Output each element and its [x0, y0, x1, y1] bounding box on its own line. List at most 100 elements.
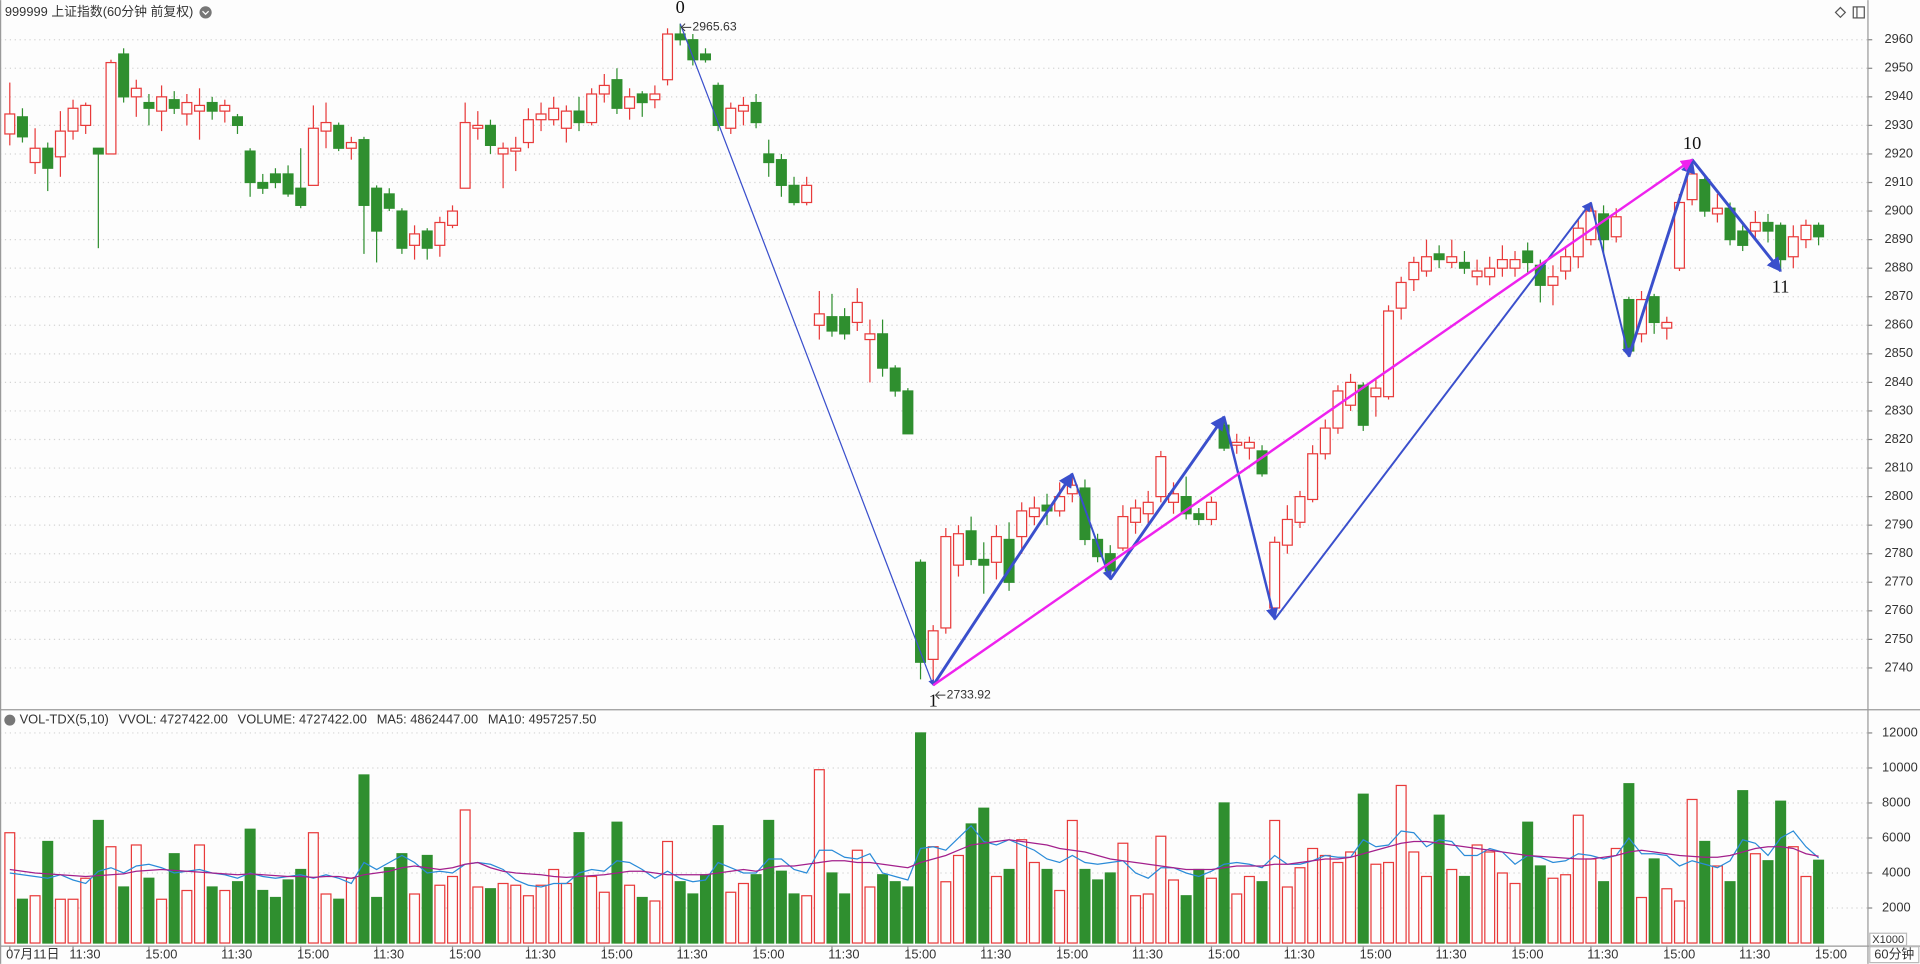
unit-box	[1869, 932, 1908, 947]
y-tick-label: 2940	[1884, 88, 1913, 103]
candle-body	[1737, 230, 1749, 246]
candle-body	[1269, 541, 1281, 609]
volume-bar	[1256, 881, 1268, 944]
volume-bar	[345, 877, 357, 944]
menu-icon[interactable]	[199, 6, 212, 19]
volume-bar	[560, 882, 572, 944]
x-tick-label: 11:30	[1739, 947, 1770, 962]
volume-bar	[990, 875, 1002, 944]
candle-body	[1357, 384, 1369, 426]
volume-bar	[257, 889, 269, 944]
y-tick-label: 6000	[1882, 829, 1911, 844]
wave-label: 10	[1683, 133, 1701, 153]
candle-body	[1243, 441, 1255, 449]
candle-body	[1496, 258, 1508, 269]
volume-bar	[1079, 868, 1091, 944]
volume-bar	[1066, 819, 1078, 944]
x-tick-label: 15:00	[1360, 947, 1392, 962]
volume-bar	[1433, 814, 1445, 944]
candle-body	[1484, 267, 1496, 278]
volume-bar	[358, 774, 370, 944]
candle-body	[446, 210, 459, 226]
x-tick-label: 11:30	[221, 947, 252, 962]
x-tick-label: 15:00	[1511, 947, 1543, 962]
candle-body	[1054, 495, 1066, 512]
x-tick-label: 15:00	[145, 947, 177, 962]
candle-body	[257, 181, 269, 189]
candle-body	[130, 87, 142, 98]
volume-bar	[4, 832, 16, 944]
ma-line	[9, 839, 1819, 879]
diamond-icon[interactable]	[1834, 6, 1847, 19]
candle-body	[1560, 256, 1572, 272]
volume-bar	[1294, 867, 1306, 944]
volume-bar	[699, 874, 712, 944]
candle-body	[687, 39, 699, 61]
volume-bar	[1193, 868, 1205, 944]
volume-bar	[548, 868, 560, 944]
y-tick-label: 2820	[1884, 431, 1913, 446]
window-icon[interactable]	[1852, 6, 1865, 19]
candle-body	[978, 558, 990, 566]
volume-bar	[1585, 858, 1597, 944]
y-tick-label: 2750	[1884, 631, 1913, 646]
candle-body	[1205, 501, 1217, 521]
candle-body	[29, 147, 41, 164]
x-tick-label: 15:00	[1815, 947, 1847, 962]
candle-body	[952, 533, 964, 566]
volume-bar	[206, 886, 218, 944]
legend-entry: MA10: 4957257.50	[488, 712, 597, 727]
candle-body	[472, 124, 484, 129]
candle-body	[801, 184, 813, 204]
volume-bar	[952, 854, 964, 944]
volume-bar	[459, 809, 471, 944]
candle-body	[1307, 453, 1319, 501]
volume-bar	[1269, 819, 1281, 944]
candle-body	[990, 535, 1002, 563]
y-tick-label: 2960	[1884, 31, 1913, 46]
indicator-icon[interactable]	[4, 714, 16, 726]
volume-bar	[295, 868, 307, 944]
candle-body	[712, 84, 724, 127]
candle-body	[573, 110, 585, 124]
candle-body	[421, 230, 433, 249]
volume-bar	[889, 881, 901, 944]
volume-bar	[16, 898, 28, 944]
candle-body	[522, 119, 534, 144]
y-tick-label: 2000	[1882, 899, 1911, 914]
candle-body	[611, 79, 623, 109]
volume-bar	[1357, 793, 1369, 944]
candle-body	[548, 107, 560, 121]
candle-body	[699, 53, 712, 61]
x-tick-label: 15:00	[449, 947, 481, 962]
y-tick-label: 2840	[1884, 374, 1913, 389]
x-tick-label: 07月11日	[6, 947, 59, 962]
indicator-header: VOL-TDX(5,10) VVOL: 4727422.00 VOLUME: 472…	[20, 712, 597, 727]
volume-bar	[624, 884, 636, 944]
unit-label: X1000	[1872, 934, 1904, 946]
candle-body	[4, 113, 16, 135]
volume-bar	[965, 823, 977, 944]
volume-bar	[472, 886, 484, 944]
volume-bar	[118, 886, 130, 944]
volume-bar	[1180, 895, 1192, 944]
volume-bar	[244, 828, 256, 944]
candle-body	[1281, 518, 1293, 546]
candle-body	[965, 530, 977, 561]
candle-body	[269, 173, 281, 184]
candle-body	[940, 535, 952, 629]
candle-body	[1319, 427, 1331, 455]
candle-body	[1433, 253, 1445, 261]
y-tick-label: 2800	[1884, 488, 1913, 503]
candle-body	[1775, 224, 1787, 261]
candle-body	[396, 210, 408, 249]
volume-bar	[1003, 868, 1015, 944]
volume-bar	[409, 893, 421, 944]
volume-bar	[1711, 865, 1723, 944]
volume-bar	[1598, 881, 1610, 944]
volume-bar	[877, 874, 889, 944]
candle-body	[1787, 236, 1799, 258]
candle-body	[1522, 250, 1534, 264]
candle-body	[484, 124, 496, 146]
candle-body	[67, 107, 79, 132]
